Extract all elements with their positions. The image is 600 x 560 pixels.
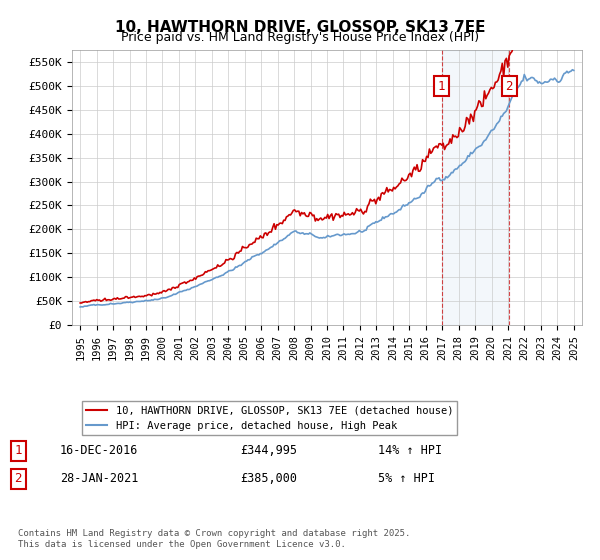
Text: £385,000: £385,000 xyxy=(240,472,297,486)
Text: 28-JAN-2021: 28-JAN-2021 xyxy=(60,472,139,486)
Text: Contains HM Land Registry data © Crown copyright and database right 2025.
This d: Contains HM Land Registry data © Crown c… xyxy=(18,529,410,549)
Bar xyxy=(442,50,509,325)
Text: 10, HAWTHORN DRIVE, GLOSSOP, SK13 7EE: 10, HAWTHORN DRIVE, GLOSSOP, SK13 7EE xyxy=(115,20,485,35)
Text: 2: 2 xyxy=(14,472,22,486)
Text: £344,995: £344,995 xyxy=(240,444,297,458)
Text: Price paid vs. HM Land Registry's House Price Index (HPI): Price paid vs. HM Land Registry's House … xyxy=(121,31,479,44)
Legend: 10, HAWTHORN DRIVE, GLOSSOP, SK13 7EE (detached house), HPI: Average price, deta: 10, HAWTHORN DRIVE, GLOSSOP, SK13 7EE (d… xyxy=(82,402,457,435)
Text: 1: 1 xyxy=(438,80,445,93)
Text: 2: 2 xyxy=(506,80,513,93)
Text: 1: 1 xyxy=(14,444,22,458)
Text: 16-DEC-2016: 16-DEC-2016 xyxy=(60,444,139,458)
Text: 14% ↑ HPI: 14% ↑ HPI xyxy=(378,444,442,458)
Text: 5% ↑ HPI: 5% ↑ HPI xyxy=(378,472,435,486)
